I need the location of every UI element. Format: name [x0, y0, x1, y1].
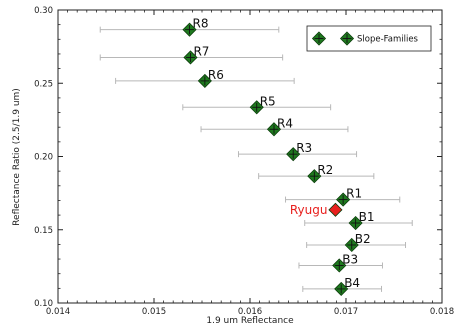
point-label: R3 [296, 141, 312, 155]
x-tick-label: 0.015 [142, 307, 166, 317]
point-label: R1 [346, 187, 362, 201]
point-label: R2 [317, 163, 333, 177]
x-tick-label: 0.018 [430, 307, 454, 317]
y-axis-label: Reflectance Ratio (2.5/1.9 um) [12, 88, 22, 226]
x-tick-label: 0.014 [46, 307, 70, 317]
point-label: B1 [359, 210, 375, 224]
point-label: B4 [344, 276, 360, 290]
x-axis-label: 1.9 um Reflectance [206, 316, 294, 326]
y-tick-label: 0.30 [34, 6, 53, 16]
x-tick-label: 0.016 [238, 307, 262, 317]
point-label: R8 [193, 17, 209, 31]
ryugu-point [328, 202, 343, 217]
point-label: B2 [355, 232, 371, 246]
y-tick-label: 0.25 [34, 79, 53, 89]
point-label: R7 [193, 44, 209, 58]
y-tick-label: 0.15 [34, 226, 53, 236]
legend-box [306, 25, 432, 52]
plot-area [57, 9, 443, 304]
data-markers [182, 22, 363, 297]
y-tick-label: 0.10 [34, 299, 53, 309]
x-tick-label: 0.017 [334, 307, 358, 317]
y-tick-label: 0.20 [34, 153, 53, 163]
axis-ticks: 0.014 0.015 0.016 0.017 0.018 0.10 0.15 0.20 0.2… [34, 6, 454, 317]
point-label: R6 [208, 68, 224, 82]
point-label: R4 [277, 116, 293, 130]
legend: Slope-Families [306, 25, 432, 52]
point-label: B3 [342, 252, 358, 266]
ryugu-label: Ryugu [290, 203, 328, 217]
point-label: R5 [260, 94, 276, 108]
legend-label: Slope-Families [357, 35, 419, 45]
